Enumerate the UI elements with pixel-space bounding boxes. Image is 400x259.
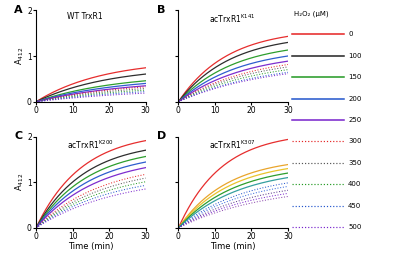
Text: B: B [156,5,165,15]
Text: 350: 350 [348,160,362,166]
Y-axis label: A$_{412}$: A$_{412}$ [13,47,26,65]
Text: acTrxR1$^{\mathregular{K307}}$: acTrxR1$^{\mathregular{K307}}$ [209,138,256,151]
Text: H₂O₂ (μM): H₂O₂ (μM) [294,10,329,17]
X-axis label: Time (min): Time (min) [210,242,256,251]
Text: 450: 450 [348,203,362,209]
Text: WT TrxR1: WT TrxR1 [67,12,102,21]
Text: A: A [14,5,23,15]
Text: 400: 400 [348,181,362,187]
X-axis label: Time (min): Time (min) [68,242,114,251]
Text: C: C [14,131,22,141]
Text: 200: 200 [348,96,362,102]
Text: acTrxR1$^{\mathregular{K200}}$: acTrxR1$^{\mathregular{K200}}$ [67,138,114,151]
Text: 150: 150 [348,74,362,80]
Text: 500: 500 [348,224,362,230]
Text: acTrxR1$^{\mathregular{K141}}$: acTrxR1$^{\mathregular{K141}}$ [209,12,256,25]
Y-axis label: A$_{412}$: A$_{412}$ [13,173,26,191]
Text: 0: 0 [348,31,353,37]
Text: 250: 250 [348,117,362,123]
Text: 100: 100 [348,53,362,59]
Text: 300: 300 [348,138,362,145]
Text: D: D [156,131,166,141]
